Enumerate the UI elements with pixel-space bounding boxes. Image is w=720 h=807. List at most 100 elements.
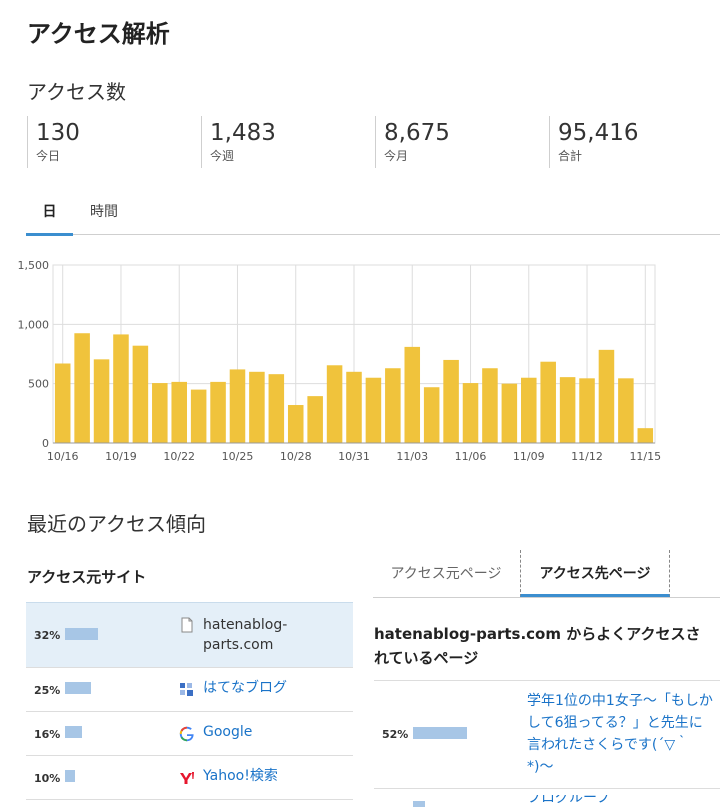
- dest-pct: 52%: [382, 728, 409, 741]
- divider: [374, 680, 720, 681]
- chart-bar[interactable]: [443, 359, 459, 443]
- source-row[interactable]: 32% hatenablog-parts.com: [26, 602, 353, 668]
- stat-label: 今週: [210, 149, 235, 163]
- y-tick-label: 500: [28, 378, 49, 391]
- source-site-link[interactable]: はてなブログ: [203, 680, 287, 696]
- chart-bar[interactable]: [482, 368, 498, 443]
- dest-page-row[interactable]: ブログループ: [374, 795, 720, 807]
- x-tick-label: 10/22: [163, 450, 195, 463]
- sources-table: 32% hatenablog-parts.com 25% はてなブログ 16% …: [26, 602, 353, 800]
- chart-bar[interactable]: [598, 349, 615, 443]
- stat-label: 今日: [36, 149, 61, 163]
- access-count-title: アクセス数: [27, 80, 126, 104]
- chart-bar[interactable]: [521, 377, 537, 443]
- chart-bar[interactable]: [249, 371, 265, 443]
- x-tick-label: 10/28: [280, 450, 312, 463]
- x-tick-label: 10/16: [47, 450, 79, 463]
- stat-week: 1,483 今週: [201, 116, 375, 168]
- chart-bar[interactable]: [404, 346, 421, 443]
- chart-bar[interactable]: [326, 365, 343, 443]
- source-pct: 32%: [34, 629, 61, 642]
- stat-label: 合計: [558, 149, 583, 163]
- google-icon: [179, 726, 194, 742]
- tab-hour[interactable]: 時間: [90, 204, 118, 220]
- dest-bar: [413, 727, 467, 739]
- chart-bar[interactable]: [540, 361, 556, 443]
- source-site-link[interactable]: hatenablog-parts.com: [203, 617, 288, 653]
- chart-bar[interactable]: [618, 378, 634, 443]
- dest-page-row[interactable]: 52% 学年1位の中1女子〜「もしかして6狙ってる？」と先生に言われたさくらです…: [374, 682, 720, 788]
- chart-bar[interactable]: [190, 389, 207, 443]
- x-tick-label: 11/09: [513, 450, 545, 463]
- access-bar-chart: 0 500 1,000 1,500 10/16 10/19 10/22 10/25 10/28 1…: [18, 259, 662, 463]
- page-tabs: アクセス元ページ アクセス先ページ: [373, 550, 720, 598]
- x-tick-label: 11/06: [455, 450, 487, 463]
- source-bar: [65, 770, 75, 782]
- stat-value: 95,416: [558, 120, 639, 146]
- stat-total: 95,416 合計: [549, 116, 718, 168]
- access-stats: 130 今日 1,483 今週 8,675 今月 95,416 合計: [27, 116, 720, 170]
- chart-bar[interactable]: [171, 381, 187, 443]
- chart-bar[interactable]: [307, 396, 323, 443]
- source-row[interactable]: 25% はてなブログ: [26, 668, 353, 712]
- chart-bar[interactable]: [74, 333, 90, 443]
- x-tick-label: 11/12: [571, 450, 603, 463]
- source-pct: 25%: [34, 684, 61, 697]
- stat-value: 130: [36, 120, 80, 146]
- dest-page-link[interactable]: 学年1位の中1女子〜「もしかして6狙ってる？」と先生に言われたさくらです(´▽｀…: [527, 693, 713, 775]
- stat-label: 今月: [384, 149, 409, 163]
- tab-source-page[interactable]: アクセス元ページ: [390, 566, 502, 582]
- stat-today: 130 今日: [27, 116, 201, 168]
- page-title: アクセス解析: [27, 20, 170, 48]
- chart-bar[interactable]: [637, 428, 654, 443]
- chart-bar[interactable]: [229, 369, 246, 443]
- source-pct: 10%: [34, 772, 61, 785]
- source-row[interactable]: 16% Google: [26, 712, 353, 756]
- chart-bar[interactable]: [462, 383, 479, 443]
- source-pct: 16%: [34, 728, 61, 741]
- source-bar: [65, 682, 91, 694]
- chart-bar[interactable]: [287, 405, 304, 443]
- chart-bar[interactable]: [559, 377, 576, 443]
- chart-bar[interactable]: [346, 371, 362, 443]
- granularity-tabs: 日 時間: [26, 196, 720, 236]
- chart-bar[interactable]: [579, 378, 595, 443]
- sources-title: アクセス元サイト: [27, 568, 147, 586]
- chart-bar[interactable]: [423, 387, 440, 443]
- dest-page-link[interactable]: ブログループ: [527, 795, 611, 806]
- source-site-link[interactable]: Yahoo!検索: [203, 768, 278, 784]
- chart-bar[interactable]: [210, 381, 226, 443]
- chart-bar[interactable]: [113, 334, 129, 443]
- stat-month: 8,675 今月: [375, 116, 549, 168]
- source-bar: [65, 726, 82, 738]
- y-tick-label: 1,000: [18, 318, 50, 331]
- chart-bar[interactable]: [501, 383, 518, 443]
- x-tick-label: 10/19: [105, 450, 137, 463]
- tab-dest-page[interactable]: アクセス先ページ: [520, 550, 670, 597]
- chart-bar[interactable]: [93, 359, 110, 443]
- chart-bar[interactable]: [152, 383, 168, 443]
- page-icon: [181, 617, 193, 633]
- trends-title: 最近のアクセス傾向: [27, 512, 206, 536]
- dest-heading: hatenablog-parts.com からよくアクセスされているページ: [374, 625, 701, 667]
- yahoo-icon: [180, 772, 194, 784]
- y-tick-label: 0: [42, 437, 49, 450]
- chart-bar[interactable]: [385, 368, 401, 443]
- x-tick-label: 10/31: [338, 450, 370, 463]
- x-tick-label: 11/03: [396, 450, 428, 463]
- chart-bar[interactable]: [54, 363, 71, 443]
- stat-value: 1,483: [210, 120, 276, 146]
- chart-bar[interactable]: [132, 345, 149, 443]
- tab-day[interactable]: 日: [26, 196, 73, 236]
- dest-bar: [413, 801, 425, 807]
- x-tick-label: 10/25: [222, 450, 254, 463]
- source-site-link[interactable]: Google: [203, 724, 253, 740]
- hatena-icon: [180, 683, 193, 696]
- source-row[interactable]: 10% Yahoo!検索: [26, 756, 353, 800]
- stat-value: 8,675: [384, 120, 450, 146]
- source-bar: [65, 628, 98, 640]
- chart-bar[interactable]: [268, 374, 285, 443]
- x-tick-label: 11/15: [629, 450, 661, 463]
- y-tick-label: 1,500: [18, 259, 50, 272]
- chart-bar[interactable]: [365, 377, 382, 443]
